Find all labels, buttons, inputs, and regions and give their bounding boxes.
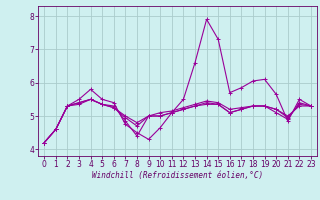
X-axis label: Windchill (Refroidissement éolien,°C): Windchill (Refroidissement éolien,°C) [92, 171, 263, 180]
